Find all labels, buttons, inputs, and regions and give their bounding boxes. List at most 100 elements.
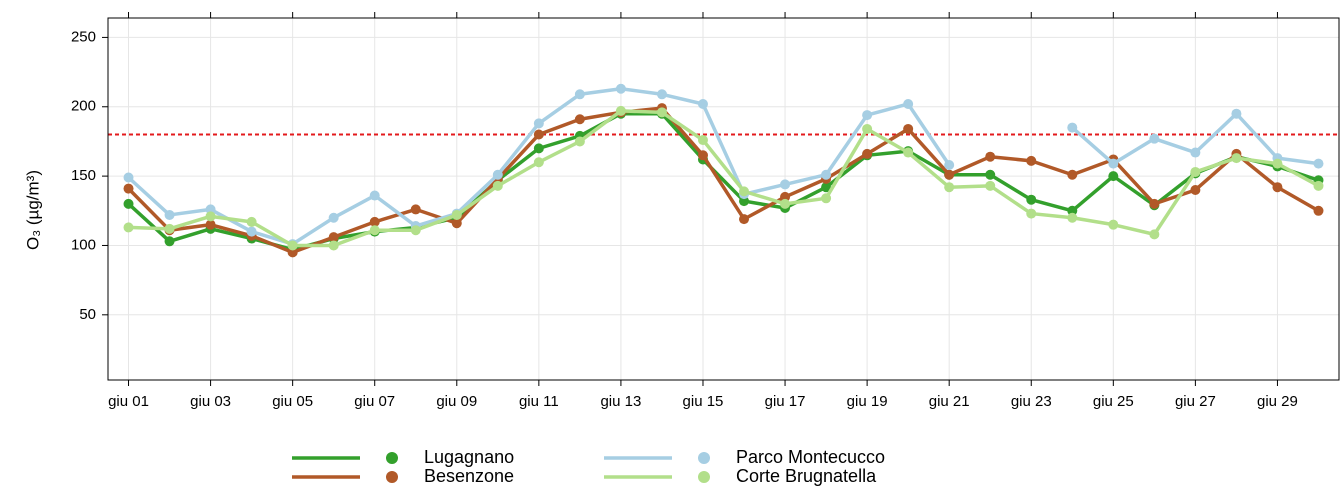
data-point — [410, 225, 421, 236]
data-point — [369, 216, 380, 227]
data-point — [328, 232, 339, 243]
data-point — [944, 169, 955, 180]
data-point — [780, 179, 791, 190]
data-point — [697, 150, 708, 161]
data-point — [574, 89, 585, 100]
data-point — [780, 191, 791, 202]
data-point — [1149, 133, 1160, 144]
data-point — [369, 225, 380, 236]
data-point — [985, 180, 996, 191]
data-point — [123, 222, 134, 233]
x-tick-label: giu 15 — [683, 393, 724, 410]
data-point — [533, 143, 544, 154]
data-point — [944, 182, 955, 193]
x-tick-label: giu 23 — [1011, 393, 1052, 410]
data-point — [615, 105, 626, 116]
data-point — [1108, 219, 1119, 230]
data-point — [1026, 155, 1037, 166]
data-point — [1149, 198, 1160, 209]
data-point — [821, 182, 832, 193]
y-axis-label: O₃ (µg/m³) — [23, 170, 42, 250]
data-point — [492, 180, 503, 191]
data-point — [1026, 194, 1037, 205]
data-point — [164, 223, 175, 234]
data-point — [985, 169, 996, 180]
data-point — [1190, 184, 1201, 195]
data-point — [821, 193, 832, 204]
data-point — [1313, 205, 1324, 216]
legend-dot — [386, 452, 398, 464]
data-point — [328, 212, 339, 223]
data-point — [656, 107, 667, 118]
x-tick-label: giu 05 — [272, 393, 313, 410]
legend-dot — [698, 471, 710, 483]
data-point — [1026, 208, 1037, 219]
data-point — [328, 240, 339, 251]
x-tick-label: giu 07 — [354, 393, 395, 410]
series-line — [127, 106, 1320, 255]
legend-label: Corte Brugnatella — [736, 466, 877, 486]
data-point — [451, 218, 462, 229]
data-point — [369, 190, 380, 201]
data-point — [1272, 182, 1283, 193]
data-point — [1149, 229, 1160, 240]
legend-label: Parco Montecucco — [736, 447, 885, 467]
x-tick-label: giu 21 — [929, 393, 970, 410]
data-point — [1108, 158, 1119, 169]
x-tick-label: giu 11 — [519, 393, 559, 410]
data-point — [1067, 205, 1078, 216]
data-point — [656, 89, 667, 100]
data-point — [615, 83, 626, 94]
data-point — [574, 114, 585, 125]
x-tick-label: giu 09 — [436, 393, 477, 410]
x-tick-label: giu 19 — [847, 393, 888, 410]
data-point — [410, 204, 421, 215]
data-point — [164, 236, 175, 247]
data-point — [164, 209, 175, 220]
data-point — [780, 198, 791, 209]
data-point — [492, 169, 503, 180]
x-tick-label: giu 01 — [108, 393, 149, 410]
data-point — [205, 219, 216, 230]
data-point — [574, 136, 585, 147]
data-point — [1272, 158, 1283, 169]
data-point — [205, 204, 216, 215]
legend-dot — [698, 452, 710, 464]
data-point — [287, 247, 298, 258]
data-point — [1067, 122, 1078, 133]
y-tick-label: 50 — [79, 306, 96, 323]
data-point — [697, 98, 708, 109]
data-point — [1067, 212, 1078, 223]
data-point — [1108, 171, 1119, 182]
data-point — [985, 151, 996, 162]
data-point — [1231, 153, 1242, 164]
data-point — [862, 148, 873, 159]
data-point — [451, 209, 462, 220]
plot-box — [107, 17, 1340, 381]
data-point — [1190, 166, 1201, 177]
x-tick-label: giu 29 — [1257, 393, 1298, 410]
data-point — [903, 123, 914, 134]
data-point — [1231, 108, 1242, 119]
data-point — [287, 240, 298, 251]
y-tick-label: 250 — [71, 28, 96, 45]
data-point — [246, 226, 257, 237]
data-point — [739, 196, 750, 207]
data-point — [1190, 147, 1201, 158]
x-tick-label: giu 27 — [1175, 393, 1216, 410]
series-line — [128, 109, 1320, 248]
data-point — [123, 183, 134, 194]
data-point — [739, 186, 750, 197]
data-point — [903, 147, 914, 158]
x-tick-label: giu 13 — [600, 393, 641, 410]
data-point — [944, 160, 955, 171]
data-point — [246, 216, 257, 227]
data-point — [739, 214, 750, 225]
legend-label: Besenzone — [424, 466, 514, 486]
x-tick-label: giu 03 — [190, 393, 231, 410]
legend-dot — [386, 471, 398, 483]
data-point — [533, 129, 544, 140]
data-point — [697, 135, 708, 146]
